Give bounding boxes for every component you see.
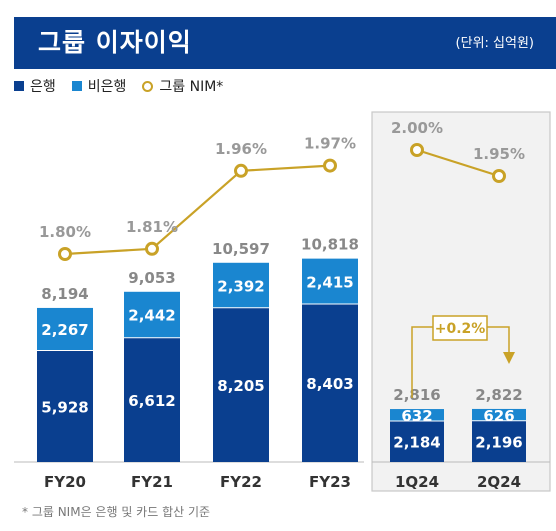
header-bar: 그룹 이자이익 (단위: 십억원) <box>14 17 556 69</box>
label-bank-1Q24: 2,184 <box>393 433 440 451</box>
callout-label: +0.2% <box>435 321 486 337</box>
legend-item-bank: 은행 <box>14 76 56 96</box>
label-bank-FY23: 8,403 <box>306 375 353 393</box>
label-nonbank-FY20: 2,267 <box>41 321 88 339</box>
nim-label-FY23: 1.97% <box>304 135 356 153</box>
bar-nonbank-2Q24 <box>472 408 526 421</box>
nim-label-1Q24: 2.00% <box>391 119 443 137</box>
bar-bank-2Q24 <box>472 420 526 462</box>
bar-bank-FY23 <box>302 304 358 462</box>
label-total-FY20: 8,194 <box>41 285 88 303</box>
bar-nonbank-FY21 <box>124 291 180 338</box>
label-nonbank-FY21: 2,442 <box>128 307 175 325</box>
nim-label-FY20: 1.80% <box>39 223 91 241</box>
nim-point-1Q24 <box>410 143 424 157</box>
callout-arrowhead <box>503 352 515 364</box>
nim-label-FY22: 1.96% <box>215 140 267 158</box>
label-nonbank-FY23: 2,415 <box>306 273 353 291</box>
callout-bracket-right <box>486 326 510 352</box>
bar-nonbank-FY22 <box>213 262 269 308</box>
label-total-FY22: 10,597 <box>212 240 270 258</box>
nim-point-FY20 <box>58 247 72 261</box>
legend-label-bank: 은행 <box>30 79 56 95</box>
label-total-FY21: 9,053 <box>128 269 175 287</box>
callout-box <box>432 315 488 341</box>
footnote: * 그룹 NIM은 은행 및 카드 합산 기준 <box>22 505 211 519</box>
legend-swatch-nim <box>142 80 154 92</box>
bar-bank-FY22 <box>213 307 269 462</box>
bar-bank-FY21 <box>124 337 180 462</box>
label-nonbank-1Q24: 632 <box>401 407 432 425</box>
label-bank-FY22: 8,205 <box>217 377 264 395</box>
tick-label-FY21: FY21 <box>131 473 173 491</box>
tick-label-FY23: FY23 <box>309 473 351 491</box>
label-bank-FY21: 6,612 <box>128 392 175 410</box>
page-title: 그룹 이자이익 <box>38 28 192 57</box>
nim-point-FY22 <box>234 163 248 178</box>
bar-bank-FY20 <box>37 350 93 462</box>
label-bank-2Q24: 2,196 <box>475 433 522 451</box>
legend: 은행 비은행 그룹 NIM* <box>14 76 239 96</box>
label-total-FY23: 10,818 <box>301 236 359 254</box>
legend-swatch-bank <box>14 81 24 91</box>
legend-label-nim: 그룹 NIM* <box>159 79 224 95</box>
legend-swatch-nonbank <box>71 81 82 91</box>
nim-label-FY21: 1.81% <box>126 218 178 236</box>
label-nonbank-2Q24: 626 <box>483 407 514 425</box>
legend-item-nim: 그룹 NIM* <box>142 76 223 96</box>
tick-label-1Q24: 1Q24 <box>395 473 439 491</box>
callout-bracket-left <box>411 326 434 398</box>
label-bank-FY20: 5,928 <box>41 398 88 416</box>
tick-label-2Q24: 2Q24 <box>477 473 521 491</box>
nim-label-2Q24: 1.95% <box>473 145 525 163</box>
bar-nonbank-FY23 <box>302 258 358 305</box>
unit-label: (단위: 십억원) <box>455 36 534 51</box>
nim-point-FY23 <box>323 158 337 173</box>
legend-label-nonbank: 비은행 <box>87 79 127 95</box>
bar-nonbank-FY20 <box>37 307 93 351</box>
tick-label-FY22: FY22 <box>220 473 262 491</box>
tick-label-FY20: FY20 <box>44 473 86 491</box>
nim-line-0 <box>64 164 331 256</box>
bar-bank-1Q24 <box>390 420 444 462</box>
nim-point-2Q24 <box>492 169 506 183</box>
bar-nonbank-1Q24 <box>390 409 444 421</box>
label-total-1Q24: 2,816 <box>393 386 440 404</box>
legend-item-nonbank: 비은행 <box>71 76 127 96</box>
nim-point-FY21 <box>145 241 159 256</box>
label-nonbank-FY22: 2,392 <box>217 277 264 295</box>
label-total-2Q24: 2,822 <box>475 386 522 404</box>
nim-line-1 <box>416 148 500 178</box>
